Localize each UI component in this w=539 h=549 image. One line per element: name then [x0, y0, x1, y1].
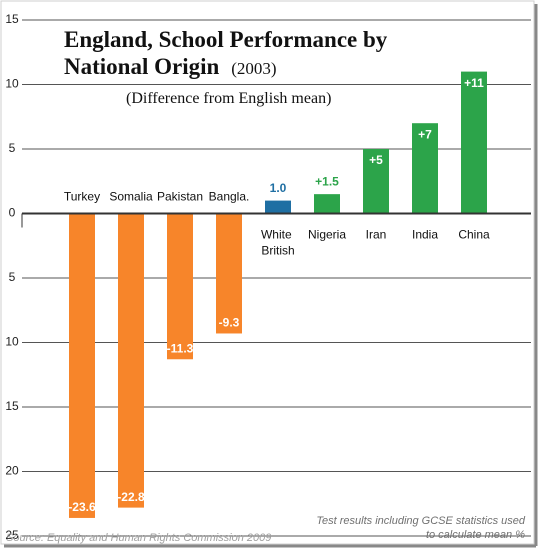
source: Source: Equality and Human Rights Commis…: [6, 532, 272, 544]
x-tick-label: Somalia: [109, 190, 153, 204]
value-label: +7: [418, 127, 432, 141]
x-tick-label: Nigeria: [308, 228, 346, 242]
x-tick-label: China: [458, 228, 490, 242]
value-label: +5: [369, 153, 383, 167]
bar: [461, 71, 487, 214]
bar: [167, 213, 193, 360]
bar: [118, 213, 144, 508]
x-tick-label-line: White: [261, 228, 295, 242]
y-tick-label: 5: [9, 141, 16, 155]
value-label: -9.3: [219, 316, 240, 330]
note: Test results including GCSE statistics u…: [316, 515, 525, 541]
y-tick-label: 0: [9, 206, 16, 220]
x-tick-label: Bangla.: [209, 190, 250, 204]
x-tick-label: Turkey: [64, 190, 100, 204]
bar: [314, 194, 340, 214]
y-tick-label: 20: [5, 464, 19, 478]
bar: [69, 213, 95, 518]
x-tick-label-line: British: [261, 244, 294, 258]
bar: [216, 213, 242, 334]
value-label: -23.6: [68, 500, 96, 514]
y-tick-label: 15: [5, 399, 19, 413]
y-tick-label: 5: [9, 270, 16, 284]
x-tick-label: White British: [261, 228, 295, 258]
x-tick-label: Iran: [366, 228, 387, 242]
value-label: 1.0: [270, 181, 287, 195]
value-label: +1.5: [315, 174, 339, 188]
x-tick-label: Pakistan: [157, 190, 203, 204]
value-label: +11: [464, 76, 484, 90]
chart-title-block: England, School Performance by National …: [64, 26, 424, 82]
chart-title: England, School Performance by National …: [64, 27, 388, 79]
y-tick-label: 15: [5, 12, 19, 26]
chart-year: (2003): [231, 59, 277, 78]
bar: [412, 123, 438, 214]
bar: [265, 200, 291, 214]
value-label: -11.3: [167, 341, 194, 355]
y-tick-label: 10: [5, 335, 19, 349]
bar: [363, 149, 389, 214]
chart-subtitle: (Difference from English mean): [126, 90, 332, 107]
x-tick-label: India: [412, 228, 438, 242]
y-tick-label: 10: [5, 77, 19, 91]
y-tick-label: 25: [5, 528, 19, 542]
value-label: -22.8: [117, 490, 145, 504]
